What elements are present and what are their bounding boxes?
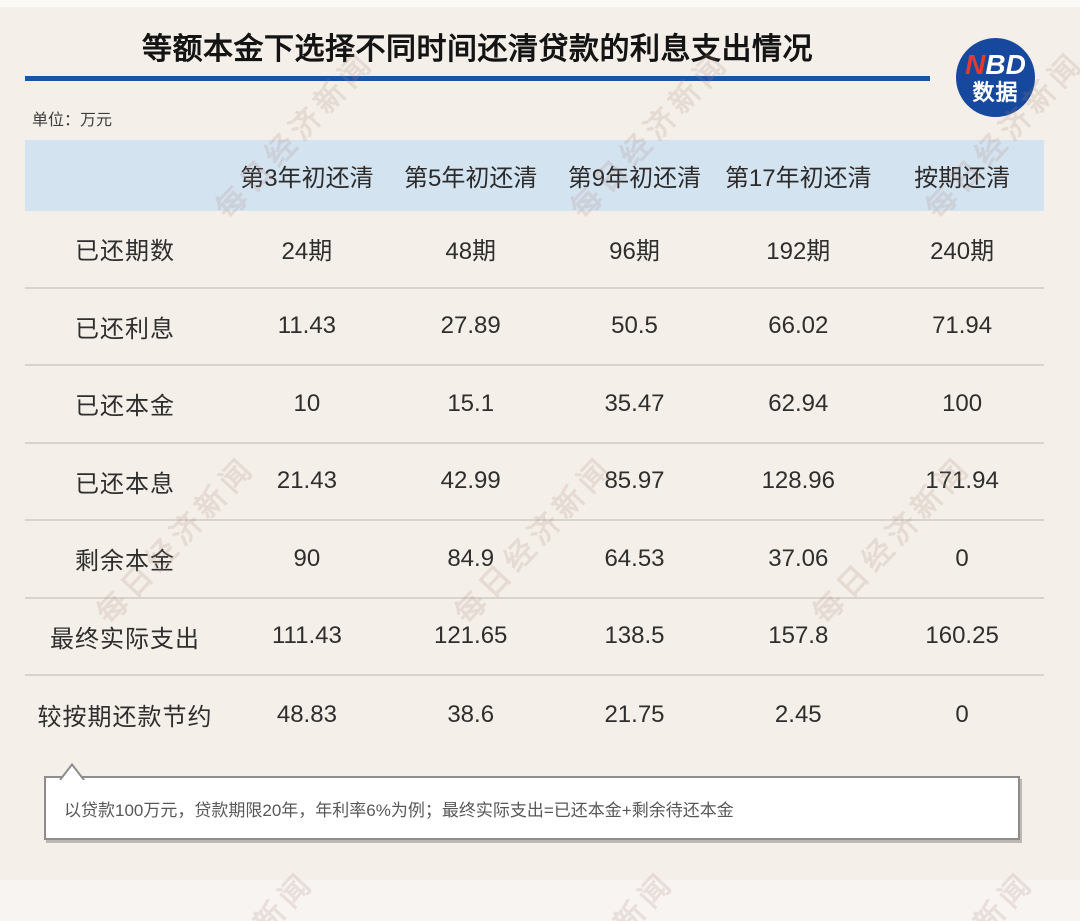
header-cell: 按期还清 [914, 165, 1011, 192]
loan-payoff-table: 第3年初还清 第5年初还清 第9年初还清 第17年初还清 按期还清 已还期数 24期 48期… [25, 140, 1044, 754]
table-row: 较按期还款节约 48.83 38.6 21.75 2.45 0 [25, 676, 1044, 754]
footnote-text: 以贷款100万元，贷款期限20年，年利率6%为例；最终实际支出=已还本金+剩余待… [64, 800, 734, 820]
data-cell: 15.1 [447, 389, 495, 417]
table-row: 剩余本金 90 84.9 64.53 37.06 0 [25, 521, 1044, 599]
nbd-logo-bd: BD [985, 49, 1026, 81]
table-row: 已还本金 10 15.1 35.47 62.94 100 [25, 366, 1044, 444]
top-edge-strip [0, 0, 1080, 7]
data-cell: 85.97 [604, 467, 665, 495]
data-cell: 138.5 [604, 622, 665, 650]
bottom-edge-strip [0, 880, 1080, 921]
data-cell: 240期 [930, 238, 995, 266]
data-cell: 10 [293, 389, 321, 417]
data-cell: 121.65 [433, 622, 508, 650]
data-cell: 96期 [609, 238, 660, 266]
data-cell: 21.75 [604, 700, 665, 728]
header-cell: 第3年初还清 [240, 165, 374, 192]
table-row: 已还利息 11.43 27.89 50.5 66.02 71.94 [25, 289, 1044, 366]
row-label: 最终实际支出 [50, 625, 200, 653]
data-cell: 38.6 [447, 700, 495, 728]
row-label: 已还期数 [75, 238, 175, 266]
header-cell: 第17年初还清 [724, 165, 872, 192]
data-cell: 0 [955, 700, 969, 728]
data-cell: 64.53 [604, 544, 665, 572]
data-cell: 42.99 [440, 467, 501, 495]
data-cell: 171.94 [925, 467, 999, 495]
data-cell: 157.8 [768, 622, 829, 650]
data-cell: 35.47 [604, 389, 665, 417]
callout-pointer-icon [59, 763, 85, 780]
row-label: 已还利息 [75, 315, 175, 343]
nbd-logo-text: NBD [965, 50, 1026, 79]
data-cell: 48.83 [276, 700, 337, 728]
header-cell: 第5年初还清 [404, 165, 538, 192]
data-cell: 24期 [281, 238, 333, 266]
footnote-box: 以贷款100万元，贷款期限20年，年利率6%为例；最终实际支出=已还本金+剩余待… [44, 763, 1020, 840]
row-label: 已还本金 [75, 393, 175, 421]
nbd-logo-n: N [965, 49, 986, 81]
unit-label: 单位：万元 [32, 112, 113, 129]
row-label: 剩余本金 [75, 548, 175, 576]
header-cell: 第9年初还清 [567, 165, 702, 192]
title-underline-rule [25, 76, 930, 81]
row-label: 较按期还款节约 [37, 704, 213, 732]
data-cell: 100 [942, 389, 983, 417]
data-cell: 48期 [445, 238, 497, 266]
data-cell: 11.43 [277, 312, 337, 340]
data-cell: 160.25 [925, 622, 999, 650]
data-cell: 50.5 [611, 312, 658, 340]
nbd-data-logo: NBD 数据 [956, 38, 1035, 117]
table-row: 已还本息 21.43 42.99 85.97 128.96 171.94 [25, 444, 1044, 521]
page-title: 等额本金下选择不同时间还清贷款的利息支出情况 [142, 33, 813, 66]
table-header-row: 第3年初还清 第5年初还清 第9年初还清 第17年初还清 按期还清 [25, 140, 1044, 211]
data-cell: 128.96 [761, 467, 835, 495]
data-cell: 21.43 [276, 467, 337, 495]
data-cell: 90 [293, 544, 321, 572]
data-cell: 71.94 [932, 312, 993, 340]
table-body: 已还期数 24期 48期 96期 192期 240期已还利息 11.43 27.89 50.5 6… [25, 211, 1044, 754]
data-cell: 37.06 [768, 544, 829, 572]
data-cell: 0 [955, 544, 969, 572]
data-cell: 62.94 [768, 389, 829, 417]
data-cell: 66.02 [768, 312, 829, 340]
data-cell: 192期 [766, 238, 831, 266]
nbd-logo-subtitle: 数据 [972, 79, 1019, 105]
data-cell: 2.45 [774, 700, 822, 728]
table-row: 已还期数 24期 48期 96期 192期 240期 [25, 211, 1044, 289]
row-label: 已还本息 [75, 470, 175, 498]
data-cell: 84.9 [447, 544, 495, 572]
data-cell: 27.89 [440, 312, 501, 340]
table-row: 最终实际支出 111.43 121.65 138.5 157.8 160.25 [25, 599, 1044, 676]
data-cell: 111.43 [271, 622, 342, 650]
